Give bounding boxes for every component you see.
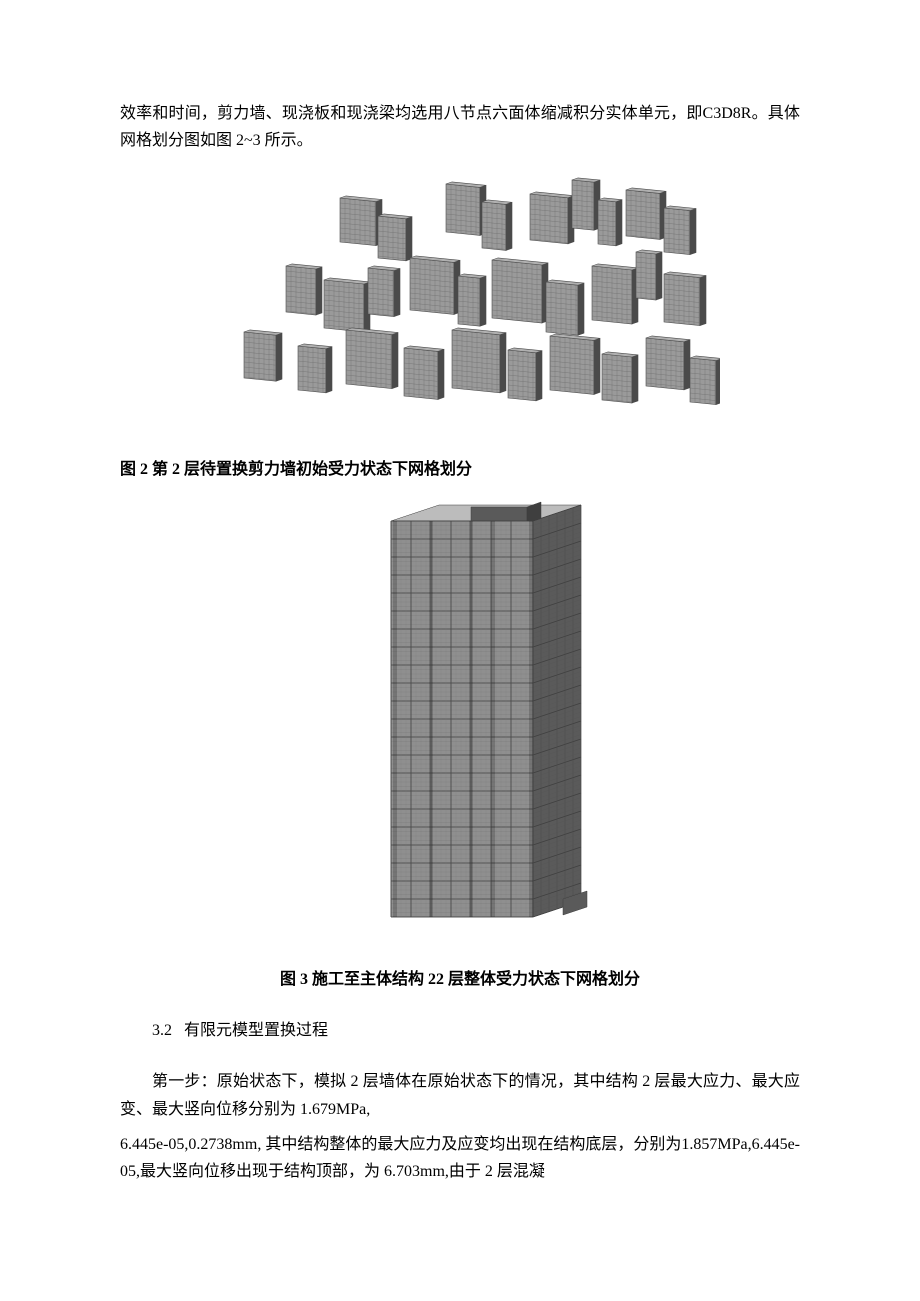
figure-2-svg [200,170,720,430]
section-3-2-title: 3.2 有限元模型置换过程 [120,1017,800,1044]
step1-paragraph: 第一步：原始状态下，模拟 2 层墙体在原始状态下的情况，其中结构 2 层最大应力… [120,1068,800,1122]
section-number: 3.2 [152,1022,172,1039]
figure-3-caption: 图 3 施工至主体结构 22 层整体受力状态下网格划分 [120,966,800,993]
intro-paragraph: 效率和时间，剪力墙、现浇板和现浇梁均选用八节点六面体缩减积分实体单元，即C3D8… [120,100,800,154]
figure-3-container [120,499,800,948]
section-heading-text: 有限元模型置换过程 [184,1022,328,1039]
figure-2-caption: 图 2 第 2 层待置换剪力墙初始受力状态下网格划分 [120,456,800,483]
continuation-paragraph: 6.445e-05,0.2738mm, 其中结构整体的最大应力及应变均出现在结构… [120,1131,800,1185]
figure-3-svg [295,499,625,939]
figure-2-container [120,170,800,439]
